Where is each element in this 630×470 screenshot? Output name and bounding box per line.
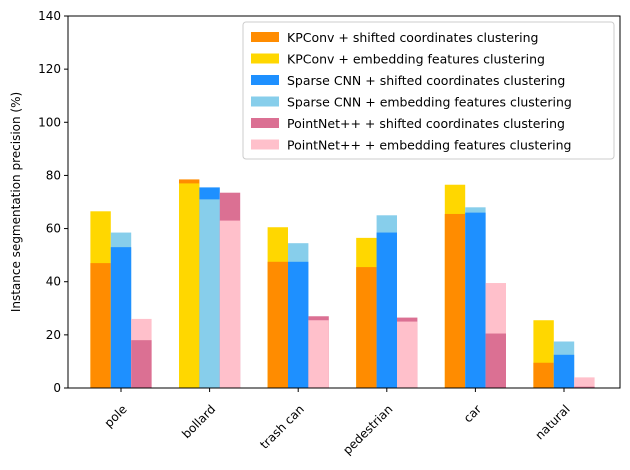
legend-label: Sparse CNN + shifted coordinates cluster… <box>287 73 565 88</box>
y-tick-label: 0 <box>53 381 61 395</box>
legend-swatch <box>251 53 279 64</box>
x-tick-label-natural: natural <box>532 402 572 442</box>
legend-label: KPConv + shifted coordinates clustering <box>287 30 538 45</box>
y-tick-label: 100 <box>38 115 61 129</box>
bar-pedestrian-sparse-cnn-shifted-coordinates-clustering <box>376 232 397 388</box>
x-tick-label-pedestrian: pedestrian <box>340 402 395 457</box>
bar-pole-kpconv-shifted-coordinates-clustering <box>90 263 111 388</box>
x-tick-label-car: car <box>461 402 484 425</box>
legend-label: KPConv + embedding features clustering <box>287 52 545 67</box>
legend: KPConv + shifted coordinates clustering K… <box>242 21 615 160</box>
bar-natural-kpconv-shifted-coordinates-clustering <box>533 362 554 388</box>
bar-pole-pointnet-shifted-coordinates-clustering <box>131 340 152 388</box>
bar-trash-can-pointnet-embedding-features-clustering <box>308 320 329 388</box>
bar-pole-sparse-cnn-shifted-coordinates-clustering <box>110 247 132 388</box>
y-tick-label: 140 <box>38 9 61 23</box>
x-tick-label-pole: pole <box>102 402 130 430</box>
y-tick-label: 80 <box>46 168 61 182</box>
y-tick-label: 60 <box>46 222 61 236</box>
y-tick-label: 120 <box>38 62 61 76</box>
bar-bollard-kpconv-embedding-features-clustering <box>179 183 200 388</box>
bar-pedestrian-pointnet-embedding-features-clustering <box>397 321 418 388</box>
plot-frame <box>67 15 621 389</box>
legend-swatch <box>251 32 279 42</box>
legend-swatch <box>251 118 279 128</box>
bar-trash-can-kpconv-shifted-coordinates-clustering <box>267 261 288 388</box>
bar-bollard-pointnet-embedding-features-clustering <box>219 220 241 388</box>
y-tick-label: 20 <box>46 328 61 342</box>
legend-box <box>242 21 615 160</box>
legend-swatch <box>251 139 279 150</box>
x-tick-label-trash-can: trash can <box>257 402 307 452</box>
x-tick-label-bollard: bollard <box>179 402 218 441</box>
y-tick-label: 40 <box>46 275 61 289</box>
bar-trash-can-sparse-cnn-shifted-coordinates-clustering <box>288 261 309 388</box>
bars-layer <box>90 179 595 388</box>
legend-label: PointNet++ + shifted coordinates cluster… <box>287 116 565 131</box>
bar-natural-pointnet-embedding-features-clustering <box>574 377 595 388</box>
bar-car-pointnet-shifted-coordinates-clustering <box>485 333 506 388</box>
bar-pedestrian-kpconv-shifted-coordinates-clustering <box>356 267 377 388</box>
bar-natural-sparse-cnn-shifted-coordinates-clustering <box>553 354 575 388</box>
legend-swatch <box>251 96 279 107</box>
bar-natural-pointnet-shifted-coordinates-clustering <box>574 386 595 388</box>
bar-bollard-sparse-cnn-embedding-features-clustering <box>199 199 220 388</box>
legend-label: Sparse CNN + embedding features clusteri… <box>287 95 572 110</box>
legend-swatch <box>251 75 279 85</box>
bar-car-sparse-cnn-shifted-coordinates-clustering <box>465 212 486 388</box>
bar-car-kpconv-shifted-coordinates-clustering <box>444 213 466 388</box>
y-axis-label: Instance segmentation precision (%) <box>9 92 23 312</box>
legend-label: PointNet++ + embedding features clusteri… <box>287 138 571 153</box>
